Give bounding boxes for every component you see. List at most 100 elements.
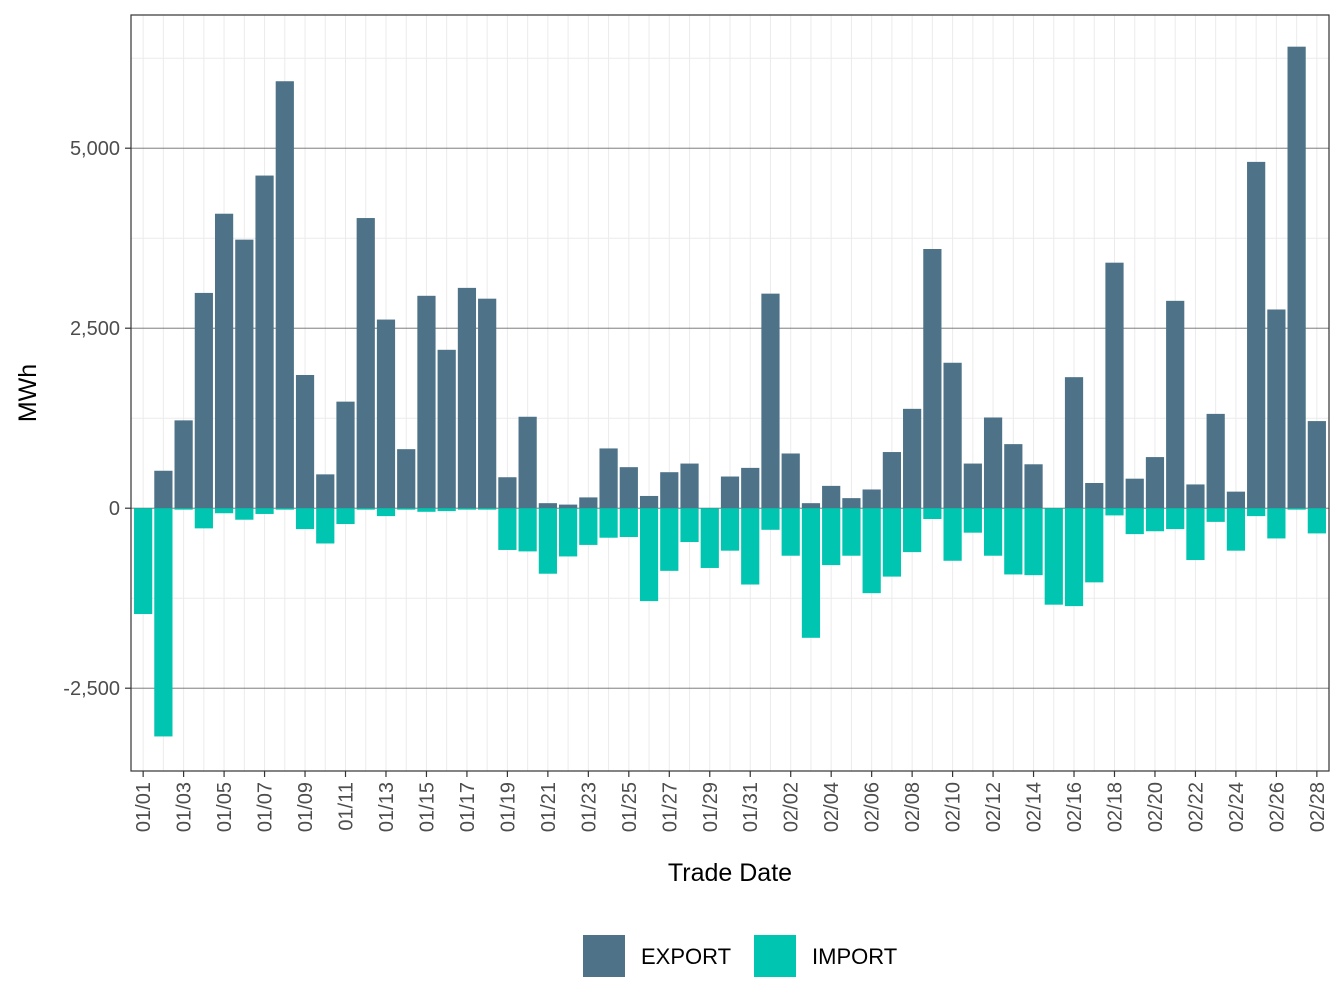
export-bar bbox=[801, 503, 821, 509]
x-tick-label: 01/19 bbox=[497, 782, 519, 832]
x-tick-label: 02/02 bbox=[781, 782, 803, 832]
import-bar bbox=[1307, 508, 1326, 534]
import-bar bbox=[1145, 508, 1165, 532]
export-bar bbox=[963, 463, 982, 509]
import-bar bbox=[761, 508, 780, 530]
import-bar bbox=[498, 508, 517, 550]
export-bar bbox=[619, 467, 638, 509]
import-bar bbox=[822, 508, 841, 566]
export-bar bbox=[1186, 484, 1205, 509]
x-tick-label: 01/09 bbox=[295, 782, 317, 832]
export-bar bbox=[457, 287, 477, 509]
x-tick-label: 01/11 bbox=[336, 782, 358, 831]
import-bar bbox=[295, 508, 315, 530]
export-bar bbox=[478, 298, 497, 509]
export-bar bbox=[882, 452, 901, 509]
import-bar bbox=[275, 508, 294, 510]
import-bar bbox=[700, 508, 719, 568]
x-tick-label: 01/27 bbox=[659, 782, 681, 832]
legend-label-export: EXPORT bbox=[641, 944, 731, 969]
x-tick-label: 02/24 bbox=[1226, 782, 1248, 832]
x-tick-label: 01/29 bbox=[700, 782, 722, 832]
export-bar bbox=[983, 417, 1003, 509]
import-bar bbox=[1085, 508, 1104, 583]
import-bar bbox=[1166, 508, 1185, 530]
export-bar bbox=[316, 474, 335, 509]
export-bar bbox=[154, 470, 173, 509]
y-axis: -2,500 0 2,500 5,000 bbox=[63, 138, 131, 700]
x-tick-label: 02/18 bbox=[1104, 782, 1126, 832]
x-tick-label: 02/12 bbox=[983, 782, 1005, 832]
export-bar bbox=[1206, 413, 1225, 509]
import-bar bbox=[680, 508, 699, 543]
export-bar bbox=[194, 292, 213, 509]
export-bar bbox=[1085, 483, 1104, 509]
export-bar bbox=[781, 453, 800, 509]
legend-swatch-export bbox=[583, 935, 625, 977]
legend-swatch-import bbox=[754, 935, 796, 977]
x-tick-label: 01/07 bbox=[255, 782, 277, 832]
x-axis: 01/01 01/03 01/05 01/07 01/09 01/11 01/13 01/15… bbox=[133, 771, 1329, 832]
export-bar bbox=[680, 463, 699, 509]
x-tick-label: 02/22 bbox=[1185, 782, 1207, 832]
export-bar bbox=[1024, 464, 1043, 509]
import-bar bbox=[1206, 508, 1225, 522]
import-bar bbox=[619, 508, 638, 537]
export-bar bbox=[559, 504, 578, 509]
y-tick-label: 2,500 bbox=[70, 318, 120, 340]
export-bar bbox=[417, 295, 436, 509]
import-bar bbox=[376, 508, 396, 517]
import-bar bbox=[559, 508, 578, 557]
export-bar bbox=[862, 489, 881, 509]
export-bar bbox=[376, 319, 396, 509]
import-bar bbox=[599, 508, 618, 538]
import-bar bbox=[174, 508, 193, 510]
y-axis-title: MWh bbox=[14, 364, 42, 422]
export-bar bbox=[437, 349, 456, 509]
import-bar bbox=[336, 508, 355, 525]
export-bar bbox=[1004, 444, 1023, 509]
x-tick-label: 01/15 bbox=[416, 782, 438, 832]
export-bar bbox=[255, 175, 274, 509]
export-bar bbox=[518, 416, 537, 509]
import-bar bbox=[882, 508, 901, 577]
import-bar bbox=[579, 508, 598, 545]
x-tick-label: 01/01 bbox=[133, 782, 155, 832]
import-bar bbox=[963, 508, 982, 533]
import-bar bbox=[518, 508, 537, 552]
export-bar bbox=[275, 81, 294, 509]
import-bar bbox=[781, 508, 800, 556]
export-bar bbox=[660, 472, 679, 509]
export-bar bbox=[1287, 46, 1306, 509]
export-bar bbox=[579, 497, 598, 509]
x-tick-label: 02/20 bbox=[1145, 782, 1167, 832]
import-bar bbox=[255, 508, 274, 514]
x-tick-label: 02/26 bbox=[1266, 782, 1288, 832]
y-tick-label: 5,000 bbox=[70, 138, 120, 160]
import-bar bbox=[214, 508, 234, 514]
y-tick-label: 0 bbox=[109, 498, 120, 520]
import-bar bbox=[1064, 508, 1084, 607]
export-bar bbox=[599, 448, 618, 509]
export-bar bbox=[214, 213, 234, 509]
export-bar bbox=[498, 477, 517, 509]
export-bar bbox=[1145, 457, 1165, 509]
import-bar bbox=[1024, 508, 1043, 576]
x-tick-label: 01/03 bbox=[174, 782, 196, 832]
export-bar bbox=[1307, 421, 1326, 509]
major-gridlines bbox=[131, 147, 1329, 689]
import-bar bbox=[356, 508, 375, 510]
x-tick-label: 02/06 bbox=[862, 782, 884, 832]
x-tick-label: 02/16 bbox=[1064, 782, 1086, 832]
export-bar bbox=[356, 218, 375, 509]
import-bar bbox=[943, 508, 962, 561]
import-bar bbox=[1105, 508, 1124, 516]
import-bar bbox=[154, 508, 173, 737]
import-bar bbox=[862, 508, 881, 594]
import-bar bbox=[639, 508, 659, 602]
import-bar bbox=[235, 508, 254, 520]
export-bar bbox=[903, 408, 922, 509]
import-bar bbox=[842, 508, 861, 556]
import-bar bbox=[741, 508, 760, 585]
